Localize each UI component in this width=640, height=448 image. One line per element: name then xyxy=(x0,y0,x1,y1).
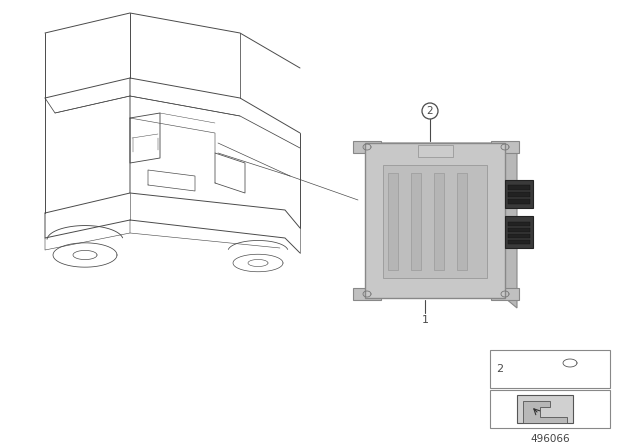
Polygon shape xyxy=(457,173,467,270)
Polygon shape xyxy=(508,240,530,244)
Text: 2: 2 xyxy=(497,364,504,374)
Polygon shape xyxy=(490,390,610,428)
Polygon shape xyxy=(491,141,519,153)
Polygon shape xyxy=(505,180,533,208)
Polygon shape xyxy=(508,228,530,232)
Polygon shape xyxy=(505,216,533,248)
Polygon shape xyxy=(505,143,517,308)
Polygon shape xyxy=(365,143,505,298)
Polygon shape xyxy=(388,173,398,270)
Polygon shape xyxy=(523,401,567,423)
Polygon shape xyxy=(517,395,573,423)
Polygon shape xyxy=(508,185,530,190)
Polygon shape xyxy=(383,165,487,278)
Text: 1: 1 xyxy=(422,315,429,325)
Polygon shape xyxy=(365,143,517,153)
Polygon shape xyxy=(418,145,453,157)
Polygon shape xyxy=(508,199,530,204)
Polygon shape xyxy=(353,288,381,300)
Polygon shape xyxy=(353,141,381,153)
Polygon shape xyxy=(490,350,610,388)
Polygon shape xyxy=(491,288,519,300)
Polygon shape xyxy=(508,234,530,238)
Polygon shape xyxy=(508,192,530,197)
Polygon shape xyxy=(411,173,421,270)
Polygon shape xyxy=(508,222,530,226)
Text: 2: 2 xyxy=(427,106,433,116)
Text: 496066: 496066 xyxy=(530,434,570,444)
Polygon shape xyxy=(434,173,444,270)
